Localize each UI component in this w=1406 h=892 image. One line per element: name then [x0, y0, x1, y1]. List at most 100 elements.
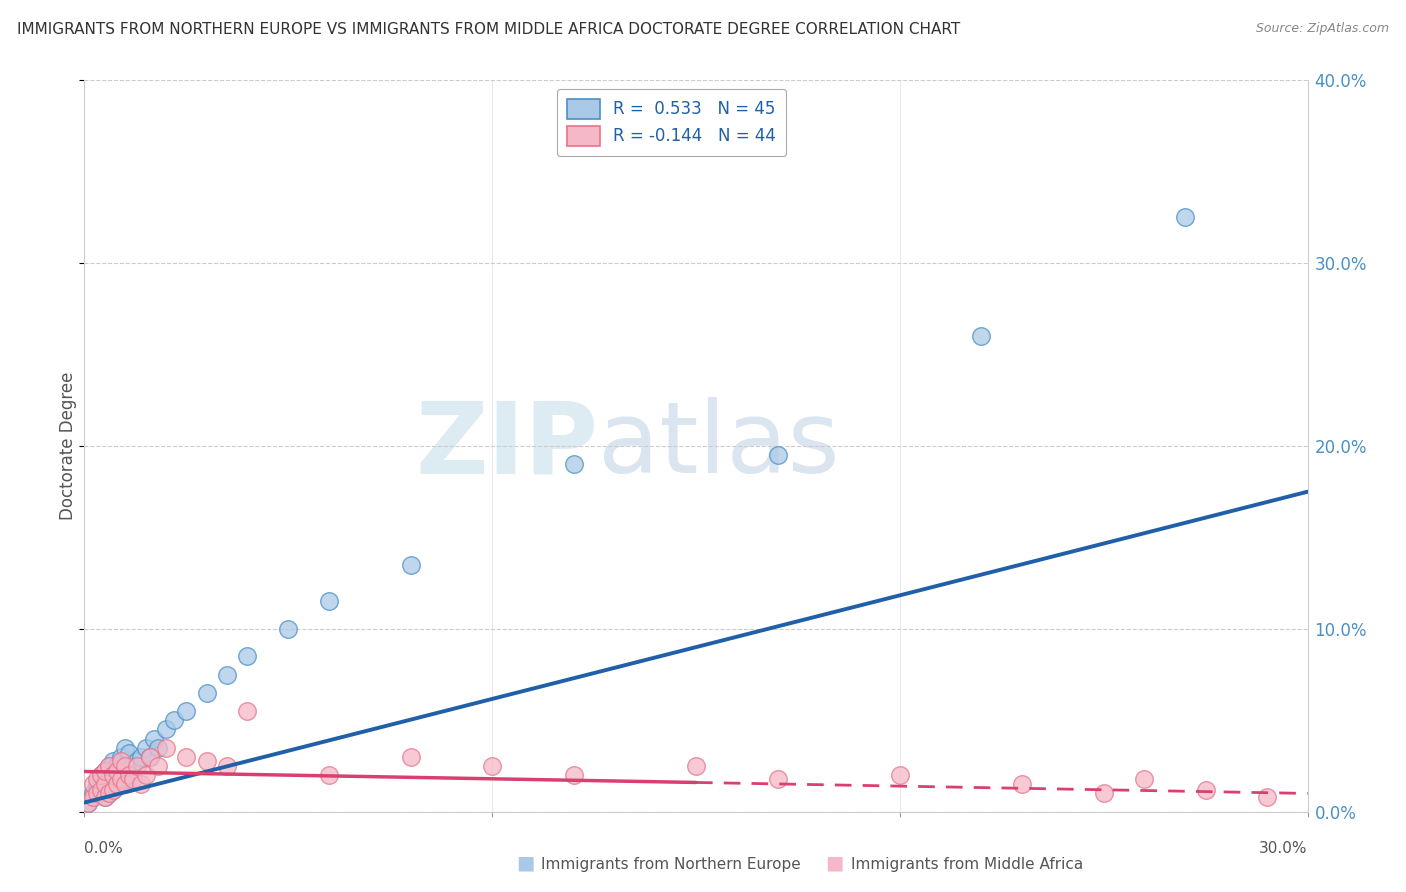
Point [114, 759, 136, 773]
Point [163, 714, 186, 728]
Point [110, 777, 132, 791]
Point [138, 749, 160, 764]
Point [174, 749, 197, 764]
Point [146, 759, 169, 773]
Point [114, 768, 136, 782]
Point [889, 768, 911, 782]
Text: Immigrants from Northern Europe: Immigrants from Northern Europe [541, 857, 801, 872]
Point [217, 667, 239, 681]
Point [318, 594, 340, 608]
Point [93, 764, 115, 779]
Point [114, 777, 136, 791]
Point [562, 768, 585, 782]
Point [86, 777, 108, 791]
Point [97, 787, 120, 801]
Point [93, 777, 115, 791]
Point [122, 759, 145, 773]
Point [110, 754, 132, 768]
Point [236, 649, 259, 664]
Point [399, 749, 422, 764]
Point [90, 768, 112, 782]
Point [155, 723, 177, 737]
Point [90, 772, 112, 786]
Point [110, 749, 132, 764]
Point [93, 777, 115, 791]
Legend: R =  0.533   N = 45, R = -0.144   N = 44: R = 0.533 N = 45, R = -0.144 N = 44 [557, 88, 786, 156]
Point [93, 790, 115, 805]
Point [82, 777, 104, 791]
Point [90, 768, 112, 782]
Point [127, 754, 149, 768]
Point [105, 759, 128, 773]
Point [90, 782, 112, 797]
Point [138, 749, 160, 764]
Text: ■: ■ [825, 854, 844, 872]
Point [118, 772, 141, 786]
Point [97, 759, 120, 773]
Point [114, 740, 136, 755]
Point [97, 787, 120, 801]
Point [236, 704, 259, 718]
Point [90, 787, 112, 801]
Text: ■: ■ [516, 854, 534, 872]
Point [1133, 772, 1156, 786]
Point [1092, 787, 1115, 801]
Point [93, 764, 115, 779]
Point [318, 768, 340, 782]
Point [135, 768, 157, 782]
Text: atlas: atlas [598, 398, 839, 494]
Point [127, 759, 149, 773]
Text: ZIP: ZIP [415, 398, 598, 494]
Point [86, 782, 108, 797]
Text: IMMIGRANTS FROM NORTHERN EUROPE VS IMMIGRANTS FROM MIDDLE AFRICA DOCTORATE DEGRE: IMMIGRANTS FROM NORTHERN EUROPE VS IMMIG… [17, 22, 960, 37]
Point [82, 790, 104, 805]
Y-axis label: Doctorate Degree: Doctorate Degree [59, 372, 77, 520]
Point [562, 457, 585, 471]
Point [101, 768, 124, 782]
Point [86, 772, 108, 786]
Point [155, 740, 177, 755]
Point [77, 796, 100, 810]
Point [77, 796, 100, 810]
Point [217, 759, 239, 773]
Point [277, 622, 299, 636]
Point [399, 558, 422, 572]
Point [82, 790, 104, 805]
Point [118, 768, 141, 782]
Point [97, 772, 120, 786]
Point [93, 790, 115, 805]
Point [105, 777, 128, 791]
Point [97, 759, 120, 773]
Point [174, 704, 197, 718]
Text: 0.0%: 0.0% [84, 841, 124, 856]
Point [135, 740, 157, 755]
Point [1195, 782, 1218, 797]
Point [766, 772, 789, 786]
Point [118, 746, 141, 760]
Text: Source: ZipAtlas.com: Source: ZipAtlas.com [1256, 22, 1389, 36]
Point [146, 740, 169, 755]
Point [105, 764, 128, 779]
Point [142, 731, 165, 746]
Point [110, 772, 132, 786]
Point [101, 782, 124, 797]
Point [122, 772, 145, 786]
Point [105, 777, 128, 791]
Point [970, 329, 993, 343]
Point [86, 787, 108, 801]
Point [101, 768, 124, 782]
Text: Immigrants from Middle Africa: Immigrants from Middle Africa [851, 857, 1083, 872]
Point [82, 787, 104, 801]
Point [131, 749, 153, 764]
Point [131, 777, 153, 791]
Point [685, 759, 707, 773]
Point [1011, 777, 1033, 791]
Point [1256, 790, 1278, 805]
Point [101, 754, 124, 768]
Point [1174, 211, 1197, 225]
Point [195, 686, 218, 700]
Point [766, 448, 789, 462]
Point [195, 754, 218, 768]
Point [481, 759, 503, 773]
Point [101, 782, 124, 797]
